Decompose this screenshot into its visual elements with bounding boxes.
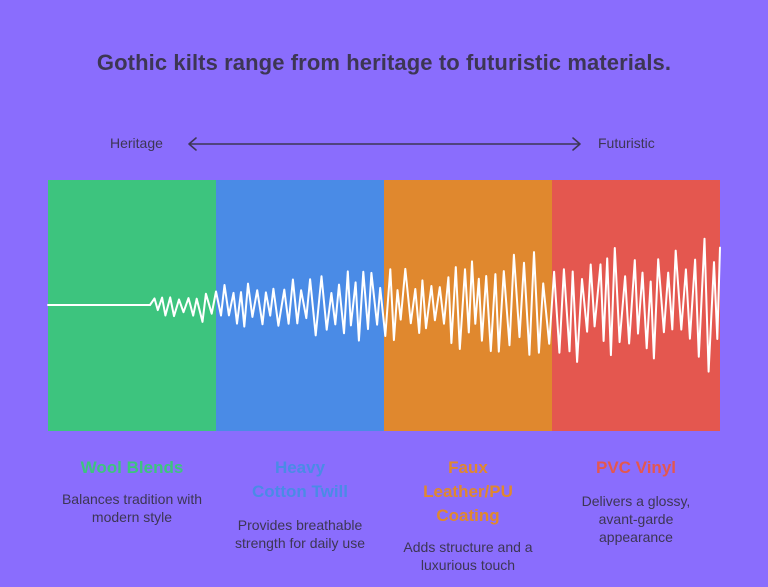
category-description: Balances tradition with modern style — [61, 491, 203, 525]
category-faux-leather: Faux Leather/PU Coating Adds structure a… — [384, 456, 552, 574]
category-title: Wool Blends — [80, 458, 184, 477]
page-title: Gothic kilts range from heritage to futu… — [96, 50, 672, 75]
category-title: PVC Vinyl — [596, 458, 676, 477]
category-title: Heavy Cotton Twill — [252, 458, 348, 501]
double-arrow-icon — [188, 137, 581, 151]
category-pvc-vinyl: PVC Vinyl Delivers a glossy, avant-garde… — [552, 456, 720, 546]
category-heavy-cotton-twill: Heavy Cotton Twill Provides breathable s… — [216, 456, 384, 552]
category-description: Delivers a glossy, avant-garde appearanc… — [581, 493, 691, 545]
category-description: Adds structure and a luxurious touch — [403, 539, 533, 573]
category-wool-blends: Wool Blends Balances tradition with mode… — [48, 456, 216, 526]
scale-label-futuristic: Futuristic — [598, 135, 655, 151]
intensity-waveform — [47, 237, 721, 373]
category-description: Provides breathable strength for daily u… — [235, 517, 365, 551]
scale-label-heritage: Heritage — [110, 135, 163, 151]
category-title: Faux Leather/PU Coating — [423, 458, 513, 525]
